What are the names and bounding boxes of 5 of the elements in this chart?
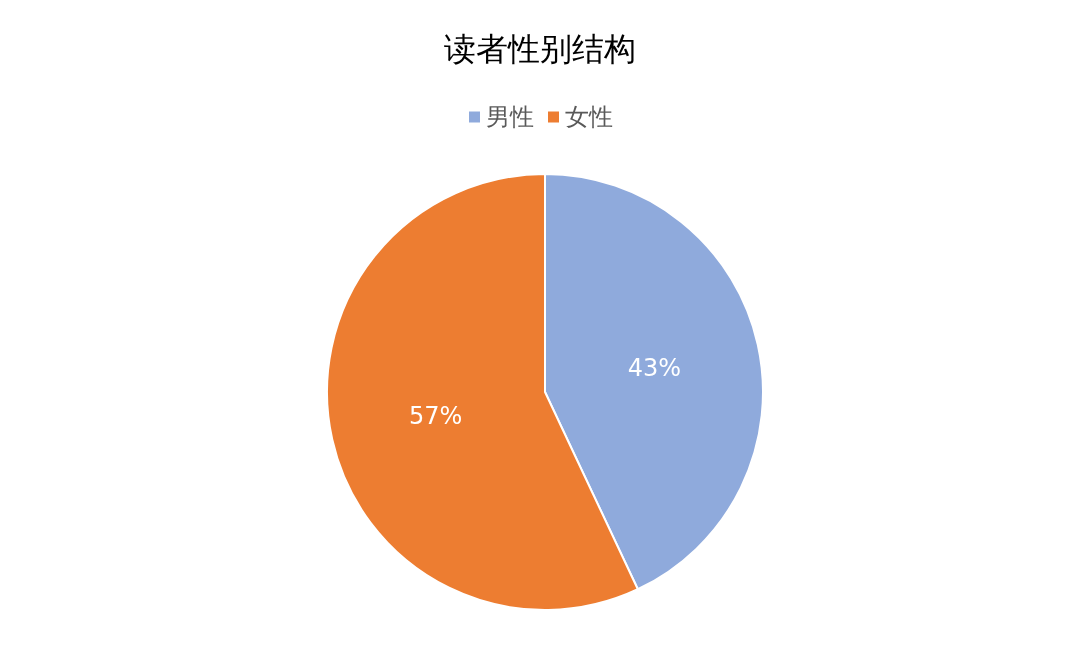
data-label: 57%: [409, 402, 463, 431]
data-label: 43%: [627, 353, 681, 382]
legend-label: 女性: [565, 103, 613, 131]
legend-label: 男性: [486, 103, 534, 131]
chart-title: 读者性别结构: [444, 30, 636, 68]
